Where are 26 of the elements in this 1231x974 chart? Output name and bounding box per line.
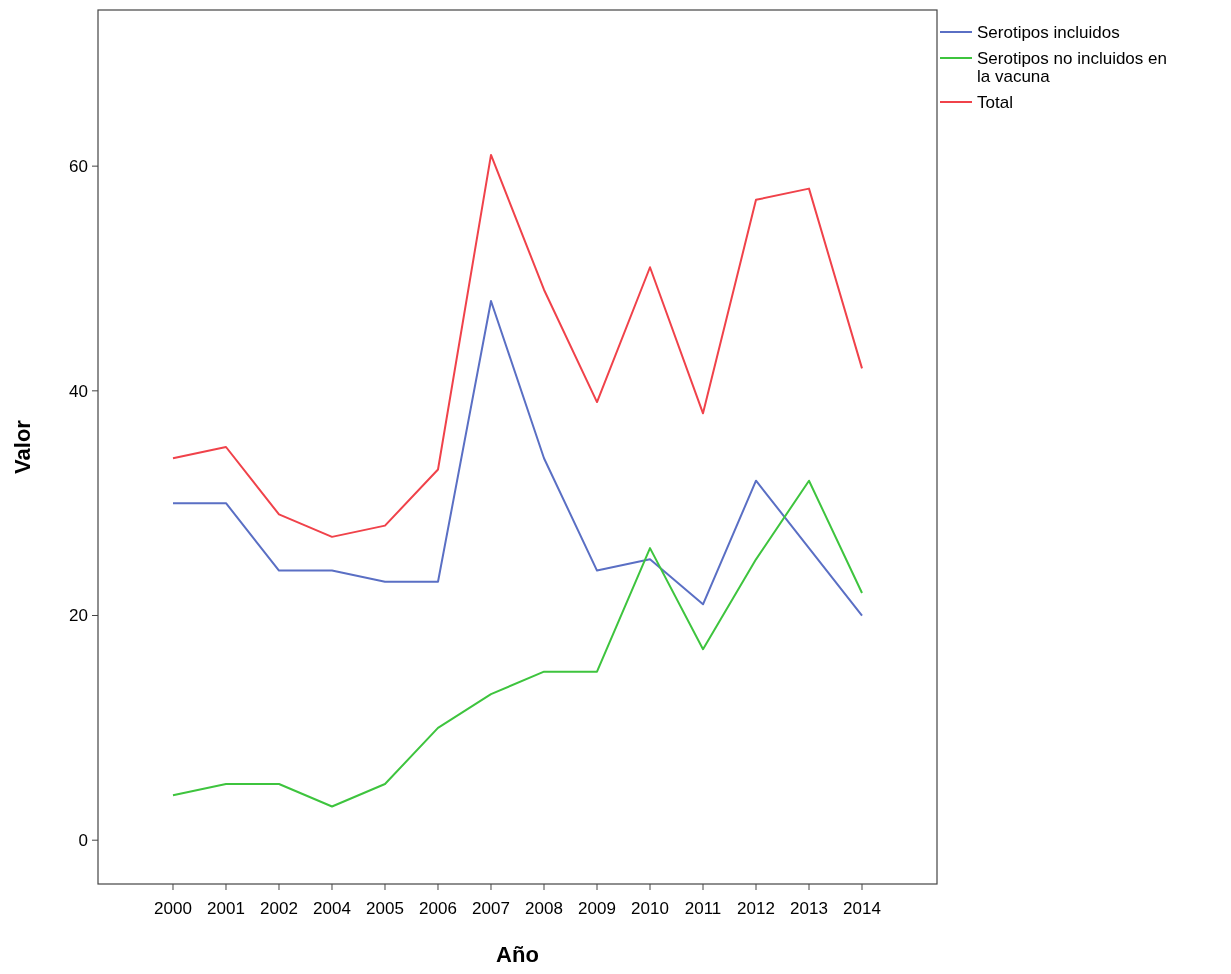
x-tick-label: 2010 [631, 899, 669, 918]
x-tick-label: 2012 [737, 899, 775, 918]
x-tick-label: 2001 [207, 899, 245, 918]
legend-label: Serotipos no incluidos en la vacuna [977, 49, 1167, 86]
x-tick-label: 2000 [154, 899, 192, 918]
x-axis-title: Año [496, 942, 539, 967]
y-axis-title: Valor [10, 419, 35, 474]
x-tick-label: 2002 [260, 899, 298, 918]
x-tick-label: 2008 [525, 899, 563, 918]
line-series [172, 153, 863, 538]
x-tick-label: 2007 [472, 899, 510, 918]
line-series [172, 479, 863, 808]
y-tick-label: 20 [69, 606, 88, 626]
y-tick-label: 60 [69, 157, 88, 177]
y-tick-label: 40 [69, 381, 88, 401]
x-tick-label: 2009 [578, 899, 616, 918]
x-tick-label: 2013 [790, 899, 828, 918]
x-tick-label: 2014 [843, 899, 881, 918]
x-tick-label: 2006 [419, 899, 457, 918]
x-tick-label: 2004 [313, 899, 351, 918]
x-tick-label: 2011 [684, 899, 722, 918]
x-tick-label: 2005 [366, 899, 404, 918]
line-series [172, 299, 863, 617]
y-tick-label: 0 [78, 831, 88, 851]
legend-label: Serotipos incluidos [977, 23, 1120, 42]
legend-label: Total [977, 93, 1013, 112]
